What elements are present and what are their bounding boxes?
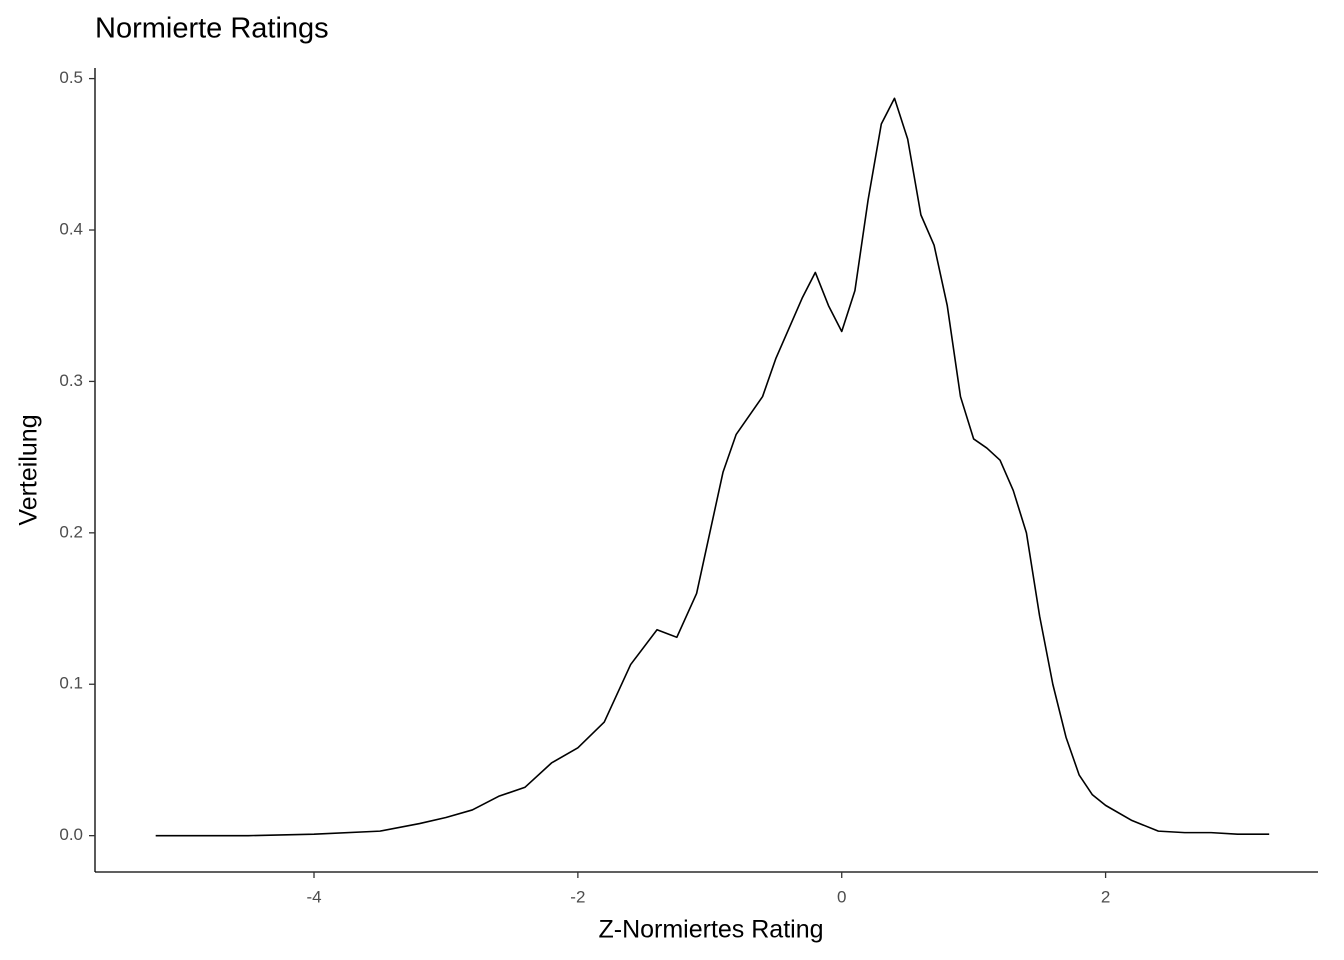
- chart-title: Normierte Ratings: [95, 13, 329, 45]
- y-tick-label: 0.2: [59, 522, 83, 541]
- y-tick-label: 0.0: [59, 825, 83, 844]
- y-tick-label: 0.1: [59, 674, 83, 693]
- x-axis-label: Z-Normiertes Rating: [598, 916, 823, 944]
- y-tick-label: 0.4: [59, 219, 83, 238]
- y-tick-label: 0.3: [59, 371, 83, 390]
- y-axis-label: Verteilung: [15, 414, 43, 525]
- x-tick-label: 2: [1101, 887, 1110, 906]
- y-tick-label: 0.5: [59, 68, 83, 87]
- density-line: [155, 97, 1270, 837]
- x-tick-label: -4: [306, 887, 321, 906]
- x-tick-label: 0: [837, 887, 846, 906]
- x-tick-label: -2: [570, 887, 585, 906]
